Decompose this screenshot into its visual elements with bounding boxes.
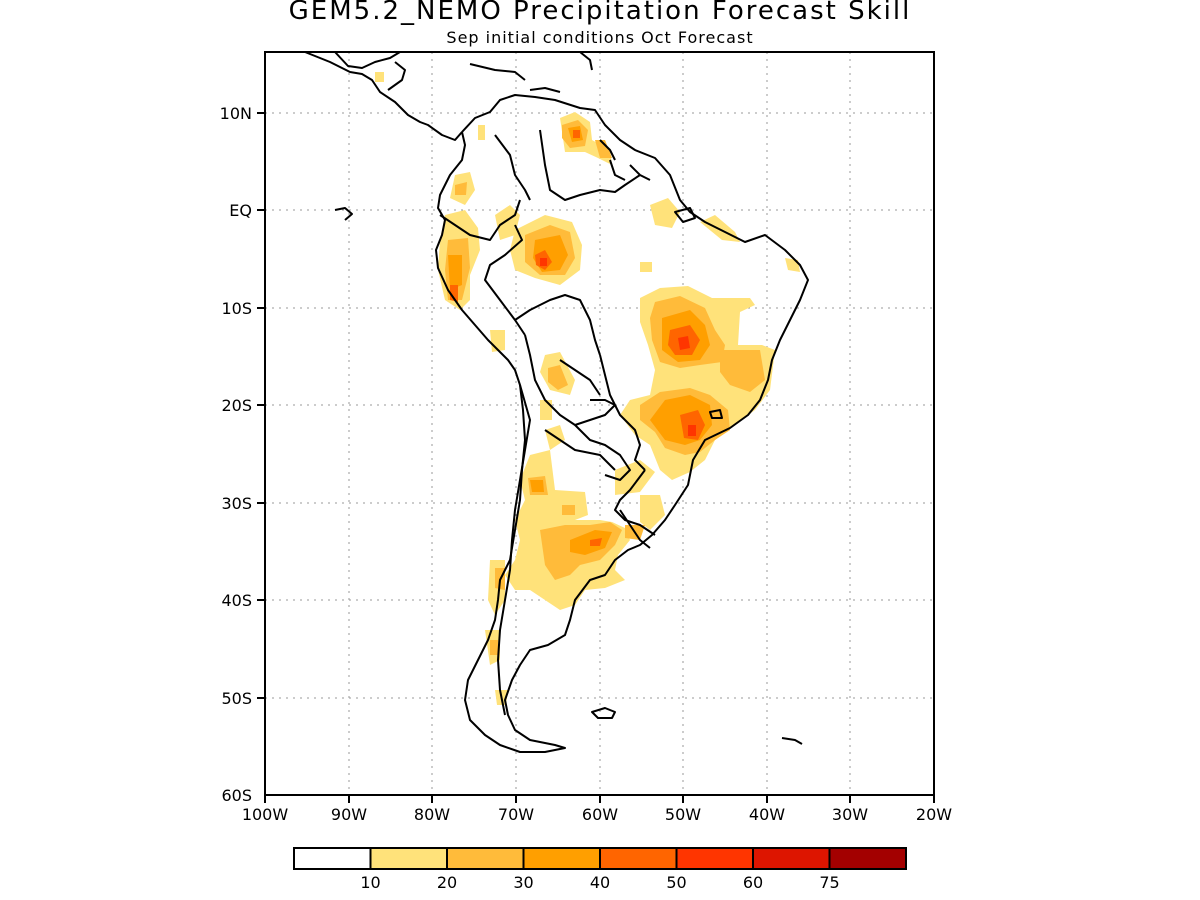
colorbar-label-30: 30 bbox=[513, 873, 533, 892]
colorbar-swatch-3 bbox=[522, 847, 601, 870]
lon-label-90w: 90W bbox=[331, 805, 367, 824]
lon-label-30w: 30W bbox=[832, 805, 868, 824]
colorbar bbox=[293, 847, 907, 870]
lat-label-20s: 20S bbox=[221, 396, 252, 415]
colorbar-labels: 10 20 30 40 50 60 75 bbox=[360, 873, 839, 892]
colorbar-label-10: 10 bbox=[360, 873, 380, 892]
lat-label-30s: 30S bbox=[221, 494, 252, 513]
lat-label-10n: 10N bbox=[220, 104, 252, 123]
lon-label-100w: 100W bbox=[242, 805, 289, 824]
colorbar-swatch-6 bbox=[752, 847, 831, 870]
longitude-labels: 100W 90W 80W 70W 60W 50W 40W 30W 20W bbox=[242, 805, 952, 824]
lon-label-60w: 60W bbox=[582, 805, 618, 824]
lon-label-20w: 20W bbox=[916, 805, 952, 824]
lat-label-eq: EQ bbox=[229, 201, 252, 220]
lat-label-60s: 60S bbox=[221, 786, 252, 805]
colorbar-swatch-2 bbox=[446, 847, 525, 870]
colorbar-swatch-5 bbox=[675, 847, 754, 870]
colorbar-swatch-0 bbox=[293, 847, 372, 870]
map-title: GEM5.2_NEMO Precipitation Forecast Skill bbox=[288, 0, 912, 26]
lat-label-10s: 10S bbox=[221, 299, 252, 318]
colorbar-swatch-4 bbox=[599, 847, 678, 870]
lon-label-80w: 80W bbox=[414, 805, 450, 824]
lon-label-40w: 40W bbox=[749, 805, 785, 824]
colorbar-swatch-7 bbox=[828, 847, 907, 870]
colorbar-label-40: 40 bbox=[590, 873, 610, 892]
colorbar-label-75: 75 bbox=[819, 873, 839, 892]
coastlines bbox=[304, 51, 809, 753]
lat-label-50s: 50S bbox=[221, 689, 252, 708]
lon-label-70w: 70W bbox=[498, 805, 534, 824]
colorbar-label-60: 60 bbox=[743, 873, 763, 892]
lon-label-50w: 50W bbox=[665, 805, 701, 824]
colorbar-label-20: 20 bbox=[437, 873, 457, 892]
gridlines bbox=[265, 52, 934, 795]
map-subtitle: Sep initial conditions Oct Forecast bbox=[446, 28, 754, 47]
colorbar-swatch-1 bbox=[369, 847, 448, 870]
lat-label-40s: 40S bbox=[221, 591, 252, 610]
colorbar-label-50: 50 bbox=[666, 873, 686, 892]
axis-ticks bbox=[257, 112, 935, 803]
skill-shading bbox=[375, 72, 800, 705]
latitude-labels: 10N EQ 10S 20S 30S 40S 50S 60S bbox=[220, 104, 252, 805]
